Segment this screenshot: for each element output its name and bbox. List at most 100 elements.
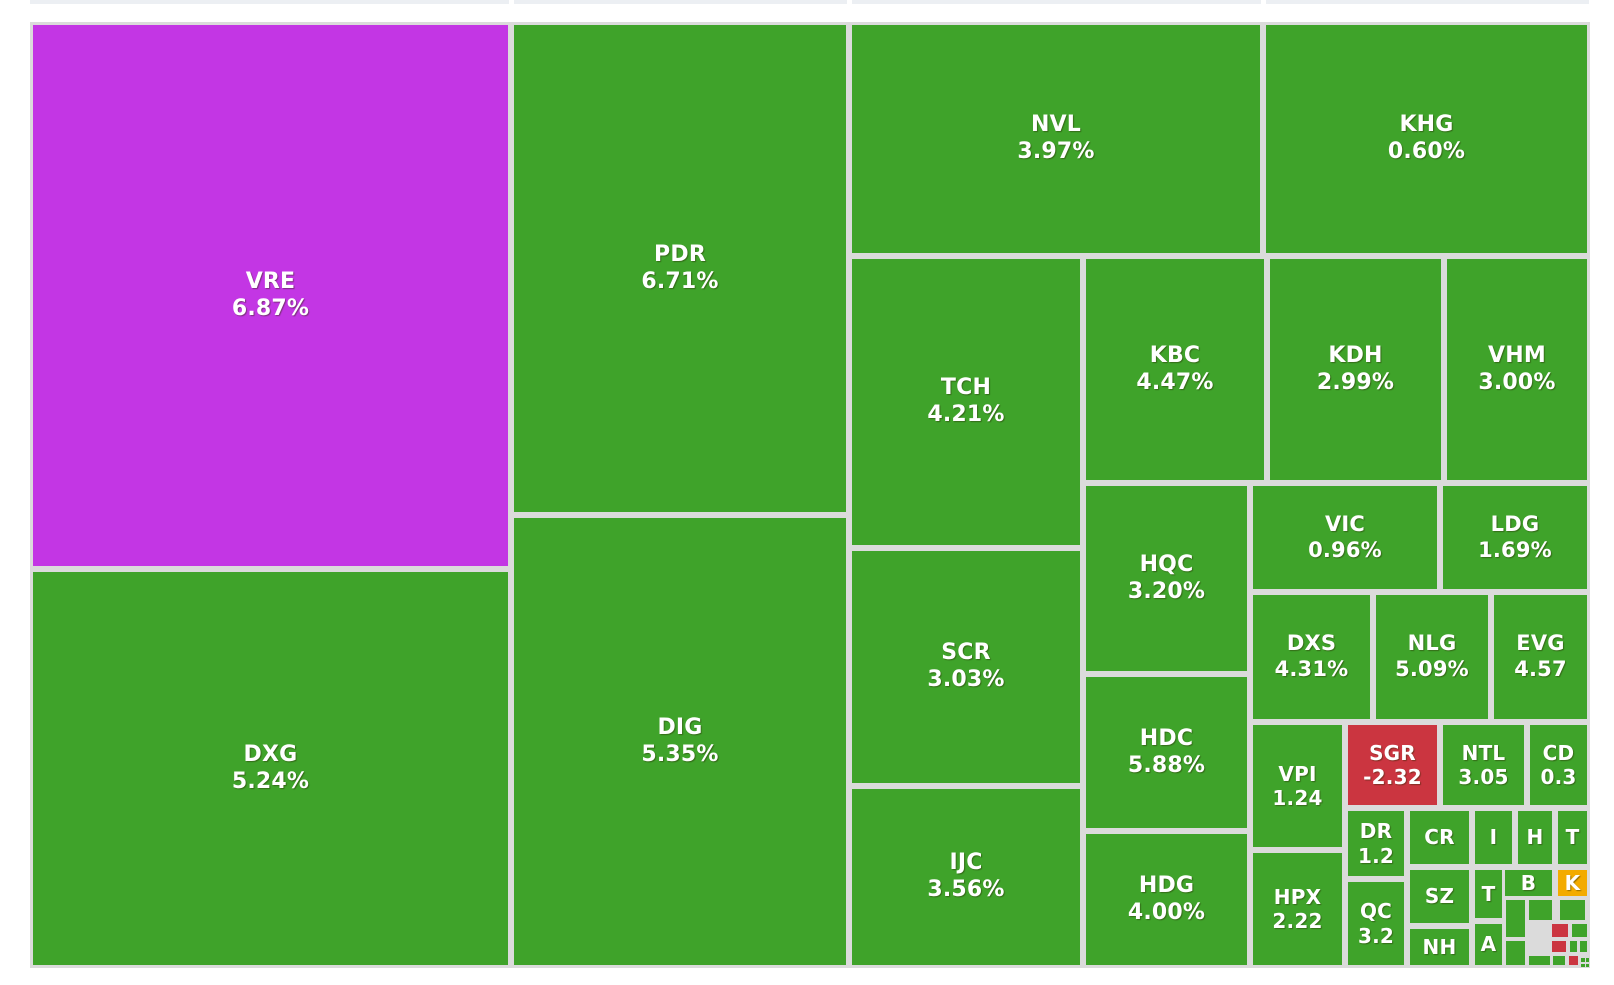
treemap-cell-H[interactable]: H — [1518, 811, 1552, 864]
cell-change-value: 1.2 — [1357, 843, 1395, 868]
cell-ticker: B — [1520, 870, 1537, 895]
cell-ticker: NLG — [1407, 631, 1457, 656]
cell-change-value: 3.2 — [1357, 923, 1395, 948]
cell-ticker: QC — [1359, 899, 1393, 924]
treemap-cell-CR[interactable]: CR — [1410, 811, 1469, 864]
cell-change-value: 1.69% — [1478, 537, 1552, 562]
treemap-cell-tiny[interactable] — [1560, 900, 1585, 920]
cell-ticker: KDH — [1328, 342, 1383, 368]
treemap-cell-VHM[interactable]: VHM 3.00% — [1447, 259, 1587, 480]
treemap-cell-HDG[interactable]: HDG 4.00% — [1086, 834, 1247, 965]
treemap-cell-tiny[interactable] — [1581, 964, 1585, 967]
cell-ticker: EVG — [1516, 631, 1565, 656]
treemap-cell-DIG[interactable]: DIG 5.35% — [514, 518, 846, 965]
treemap-cell-KDH[interactable]: KDH 2.99% — [1270, 259, 1441, 480]
treemap-cell-CD[interactable]: CD 0.3 — [1530, 725, 1587, 805]
cell-change-value: 0.3 — [1540, 765, 1577, 789]
treemap-cell-tiny[interactable] — [1529, 956, 1550, 965]
treemap-cell-A[interactable]: A — [1475, 924, 1502, 965]
cell-ticker: DR — [1359, 819, 1393, 844]
top-strip-segment — [1266, 0, 1589, 4]
treemap-cell-NLG[interactable]: NLG 5.09% — [1376, 595, 1488, 719]
cell-ticker: DXG — [243, 741, 298, 767]
cell-ticker: NVL — [1030, 112, 1082, 138]
cell-ticker: TCH — [940, 375, 992, 401]
treemap-cell-B[interactable]: B — [1505, 870, 1552, 896]
cell-change-value: 5.88% — [1127, 752, 1206, 778]
cell-change-value: 0.96% — [1308, 537, 1382, 562]
treemap-cell-SZ[interactable]: SZ — [1410, 870, 1469, 923]
cell-change-value: 5.35% — [641, 741, 719, 767]
cell-ticker: VIC — [1324, 511, 1366, 536]
cell-change-value: 4.57 — [1514, 657, 1567, 681]
cell-change-value: 4.47% — [1136, 369, 1214, 395]
treemap-cell-tiny[interactable] — [1506, 900, 1525, 937]
treemap-cell-NTL[interactable]: NTL 3.05 — [1443, 725, 1524, 805]
cell-ticker: HDC — [1139, 725, 1194, 751]
treemap-cell-tiny[interactable] — [1506, 941, 1525, 965]
cell-ticker: NTL — [1461, 740, 1506, 765]
top-strip-segment — [852, 0, 1261, 4]
treemap-cell-tiny[interactable] — [1586, 964, 1589, 967]
treemap-cell-T[interactable]: T — [1475, 870, 1502, 918]
treemap-cell-tiny[interactable] — [1572, 924, 1587, 937]
cell-change-value: 6.87% — [231, 295, 310, 321]
top-strip-segment — [514, 0, 847, 4]
treemap-cell-tiny[interactable] — [1552, 941, 1566, 952]
treemap-cell-T[interactable]: T — [1558, 811, 1587, 864]
treemap-cell-I[interactable]: I — [1475, 811, 1512, 864]
treemap-cell-DXS[interactable]: DXS 4.31% — [1253, 595, 1370, 719]
treemap-cell-K[interactable]: K — [1558, 870, 1587, 896]
treemap-cell-tiny[interactable] — [1570, 941, 1577, 952]
cell-ticker: H — [1526, 825, 1544, 850]
cell-change-value: 2.22 — [1272, 909, 1323, 933]
cell-ticker: NH — [1422, 934, 1457, 959]
treemap-cell-SCR[interactable]: SCR 3.03% — [852, 551, 1080, 783]
cell-ticker: T — [1565, 825, 1580, 850]
treemap-cell-HQC[interactable]: HQC 3.20% — [1086, 486, 1247, 671]
cell-change-value: 3.20% — [1127, 578, 1206, 604]
treemap-cell-VRE[interactable]: VRE 6.87% — [33, 25, 508, 566]
cell-ticker: SZ — [1424, 884, 1455, 909]
treemap-cell-PDR[interactable]: PDR 6.71% — [514, 25, 846, 512]
treemap-cell-NVL[interactable]: NVL 3.97% — [852, 25, 1260, 253]
treemap-cell-VIC[interactable]: VIC 0.96% — [1253, 486, 1437, 589]
treemap-cell-HPX[interactable]: HPX 2.22 — [1253, 853, 1342, 965]
treemap-cell-EVG[interactable]: EVG 4.57 — [1494, 595, 1587, 719]
cell-ticker: VRE — [245, 268, 296, 294]
treemap-cell-LDG[interactable]: LDG 1.69% — [1443, 486, 1587, 589]
cell-ticker: HDG — [1138, 872, 1195, 898]
treemap-cell-QC[interactable]: QC 3.2 — [1348, 882, 1404, 965]
cell-ticker: CD — [1542, 740, 1575, 765]
treemap-cell-tiny[interactable] — [1529, 900, 1552, 920]
treemap-cell-tiny[interactable] — [1581, 958, 1585, 962]
cell-ticker: I — [1489, 825, 1498, 850]
treemap-cell-tiny[interactable] — [1552, 924, 1568, 937]
treemap-cell-TCH[interactable]: TCH 4.21% — [852, 259, 1080, 545]
treemap-cell-DR[interactable]: DR 1.2 — [1348, 811, 1404, 876]
cell-ticker: IJC — [949, 850, 983, 876]
treemap-cell-tiny[interactable] — [1580, 941, 1587, 952]
treemap-cell-tiny[interactable] — [1569, 956, 1578, 965]
cell-change-value: 1.24 — [1272, 786, 1323, 810]
cell-change-value: 3.03% — [927, 667, 1005, 692]
treemap-cell-tiny[interactable] — [1553, 956, 1565, 965]
treemap-cell-VPI[interactable]: VPI 1.24 — [1253, 725, 1342, 847]
cell-change-value: 4.21% — [927, 402, 1005, 427]
cell-change-value: 5.24% — [231, 768, 310, 794]
treemap-cell-DXG[interactable]: DXG 5.24% — [33, 572, 508, 965]
treemap-cell-SGR[interactable]: SGR -2.32 — [1348, 725, 1437, 805]
treemap-cell-KHG[interactable]: KHG 0.60% — [1266, 25, 1587, 253]
treemap-cell-KBC[interactable]: KBC 4.47% — [1086, 259, 1264, 480]
treemap-cell-NH[interactable]: NH — [1410, 929, 1469, 965]
treemap-cell-tiny[interactable] — [1586, 958, 1589, 962]
treemap-cell-IJC[interactable]: IJC 3.56% — [852, 789, 1080, 965]
treemap-cell-HDC[interactable]: HDC 5.88% — [1086, 677, 1247, 828]
cell-ticker: T — [1481, 881, 1496, 906]
cell-change-value: 3.97% — [1017, 139, 1095, 164]
cell-ticker: LDG — [1490, 511, 1540, 536]
cell-change-value: 0.60% — [1387, 139, 1466, 164]
cell-ticker: VPI — [1278, 761, 1317, 786]
cell-ticker: HQC — [1139, 551, 1194, 577]
